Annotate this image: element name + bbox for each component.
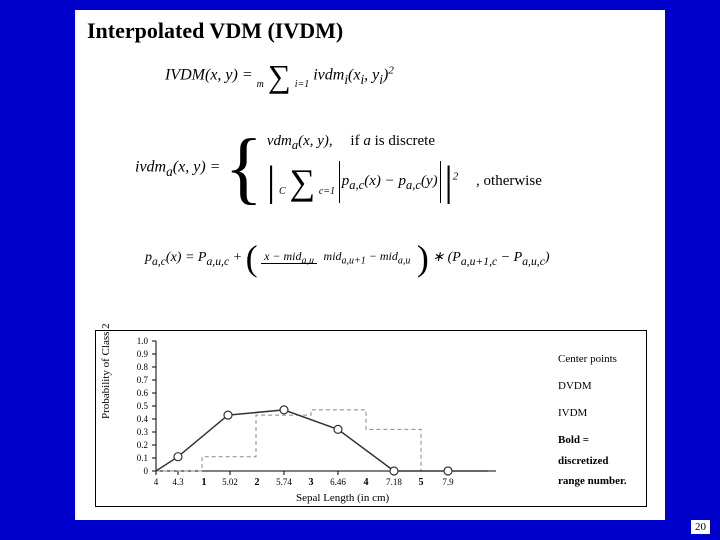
legend-bold: Bold = discretized range number. [558,430,638,493]
svg-text:2: 2 [255,477,260,488]
slide-content: Interpolated VDM (IVDM) IVDM(x, y) = m ∑… [75,10,665,520]
slide-title: Interpolated VDM (IVDM) [87,18,343,44]
svg-text:0: 0 [144,466,149,476]
chart-xlabel: Sepal Length (in cm) [296,492,389,504]
formula-pac: pa,c(x) = Pa,u,c + ( x − mida,u mida,u+1… [145,240,550,276]
svg-text:0.6: 0.6 [137,388,149,398]
svg-text:0.1: 0.1 [137,453,148,463]
legend-dvdm: DVDM [558,376,638,397]
svg-text:0.7: 0.7 [137,375,149,385]
svg-text:3: 3 [309,477,314,488]
svg-text:5.74: 5.74 [276,477,292,487]
svg-text:5.02: 5.02 [222,477,238,487]
chart-legend: Center points DVDM IVDM Bold = discretiz… [558,349,638,498]
svg-text:4.3: 4.3 [172,477,184,487]
svg-text:4: 4 [154,477,159,487]
svg-text:1.0: 1.0 [137,336,149,346]
svg-text:4: 4 [364,477,369,488]
svg-text:7.18: 7.18 [386,477,402,487]
legend-center: Center points [558,349,638,370]
svg-text:6.46: 6.46 [330,477,346,487]
slide-number: 20 [691,520,710,534]
probability-chart: 1.00.90.80.70.60.50.40.30.20.1044.35.025… [95,330,647,507]
legend-ivdm: IVDM [558,403,638,424]
chart-svg: 1.00.90.80.70.60.50.40.30.20.1044.35.025… [96,331,556,506]
svg-text:0.5: 0.5 [137,401,149,411]
svg-text:5: 5 [419,477,424,488]
formula-ivdm-a: ivdma(x, y) = { vdma(x, y), if a is disc… [135,125,542,211]
svg-text:0.2: 0.2 [137,440,148,450]
svg-text:0.8: 0.8 [137,362,149,372]
svg-text:0.9: 0.9 [137,349,149,359]
svg-text:0.3: 0.3 [137,427,149,437]
svg-text:1: 1 [202,477,207,488]
svg-text:0.4: 0.4 [137,414,149,424]
formula-ivdm: IVDM(x, y) = m ∑ i=1 ivdmi(xi, yi)2 [165,60,394,92]
svg-text:7.9: 7.9 [442,477,454,487]
chart-ylabel: Probability of Class 2 [100,323,112,419]
